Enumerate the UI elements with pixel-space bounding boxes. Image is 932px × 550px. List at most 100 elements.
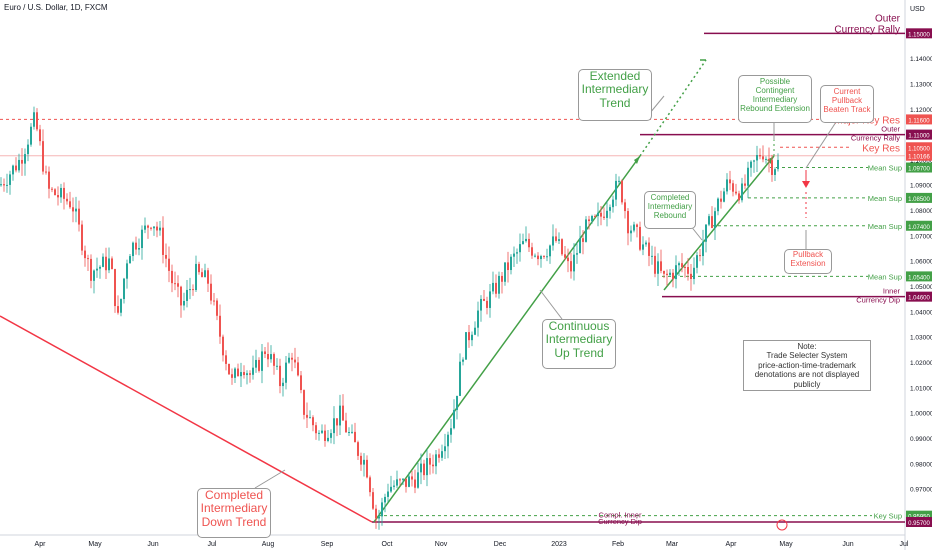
candle-body xyxy=(594,215,596,217)
candle-body xyxy=(414,479,416,488)
candle-body xyxy=(681,263,683,268)
candle-body xyxy=(378,516,380,519)
price-badge-text: 1.10500 xyxy=(908,146,930,152)
candle-body xyxy=(774,169,776,175)
callout-line: Intermediary xyxy=(200,501,268,516)
y-tick-label: 1.12000 xyxy=(910,107,932,114)
candle-body xyxy=(48,171,50,189)
candle-body xyxy=(129,256,131,264)
candle-body xyxy=(297,362,299,376)
y-tick-label: 1.01000 xyxy=(910,385,932,392)
candle-body xyxy=(180,286,182,306)
x-tick-label: Jul xyxy=(208,541,217,548)
level-lines xyxy=(0,32,905,523)
x-tick-label: Mar xyxy=(666,541,679,548)
x-tick-label: Jul xyxy=(900,541,909,548)
candle-body xyxy=(189,289,191,291)
price-badge xyxy=(906,129,932,140)
trade-selecter-note: Note: Trade Selecter System price-action… xyxy=(743,340,871,392)
x-tick-label: Apr xyxy=(726,541,738,548)
candle-body xyxy=(657,261,659,274)
candle-body xyxy=(609,207,611,211)
candle-body xyxy=(348,432,350,434)
candle-body xyxy=(639,226,641,250)
candle-body xyxy=(168,258,170,271)
candle-body xyxy=(456,395,458,410)
candle-body xyxy=(57,195,59,198)
candle-body xyxy=(501,275,503,282)
candle-body xyxy=(240,372,242,377)
candle-body xyxy=(45,171,47,173)
candle-body xyxy=(603,216,605,218)
price-badge xyxy=(906,510,932,521)
candle-body xyxy=(738,193,740,201)
candle-body xyxy=(759,155,761,157)
candle-body xyxy=(375,508,377,519)
candle-body xyxy=(615,180,617,200)
callout-line: Intermediary xyxy=(545,332,613,347)
candle-body xyxy=(78,208,80,225)
callout-line: Trend xyxy=(599,95,631,110)
candle-body xyxy=(633,224,635,231)
candle-body xyxy=(255,359,257,368)
candle-body xyxy=(570,261,572,272)
candle-body xyxy=(159,227,161,231)
callout-line: Completed xyxy=(650,193,690,202)
candle-body xyxy=(198,263,200,273)
price-badge-text: 1.11000 xyxy=(908,134,930,140)
candle-body xyxy=(420,463,422,473)
candle-body xyxy=(612,199,614,208)
inner-dip-label: Currency Dip xyxy=(856,296,900,305)
candle-body xyxy=(105,256,107,271)
candle-body xyxy=(216,300,218,316)
candle-body xyxy=(702,241,704,257)
candle-body xyxy=(537,255,539,260)
candle-body xyxy=(111,258,113,270)
x-tick-label: 2023 xyxy=(551,541,567,548)
candle-body xyxy=(285,362,287,383)
down-trend-line xyxy=(0,315,373,523)
candle-body xyxy=(402,478,404,480)
candle-body xyxy=(357,442,359,456)
candle-body xyxy=(522,241,524,245)
mean-sup-label: Mean Sup xyxy=(868,164,902,173)
price-badge xyxy=(906,220,932,231)
candle-body xyxy=(330,433,332,438)
x-tick-label: Feb xyxy=(612,541,624,548)
candle-body xyxy=(234,368,236,378)
inner-dip-label: Inner xyxy=(883,287,901,296)
candle-body xyxy=(123,278,125,300)
candle-body xyxy=(765,158,767,160)
candle-body xyxy=(108,258,110,271)
callout-line: Current xyxy=(833,87,861,96)
chart-title: Euro / U.S. Dollar, 1D, FXCM xyxy=(4,3,108,12)
callout-line: Rebound Extension xyxy=(740,103,810,113)
candle-body xyxy=(273,354,275,366)
candle-body xyxy=(684,267,686,269)
candle-body xyxy=(219,315,221,337)
candle-body xyxy=(243,372,245,376)
candle-body xyxy=(474,327,476,335)
price-badge xyxy=(906,142,932,153)
candle-body xyxy=(630,230,632,234)
candle-body xyxy=(429,458,431,465)
candle-body xyxy=(513,253,515,257)
candle-body xyxy=(711,216,713,228)
candle-body xyxy=(516,252,518,254)
candle-body xyxy=(762,156,764,160)
outer-rally-label: Currency Rally xyxy=(834,24,900,35)
candle-body xyxy=(36,112,38,130)
candle-body xyxy=(171,270,173,284)
candle-body xyxy=(675,265,677,280)
candle-body xyxy=(645,242,647,245)
y-tick-label: 1.05000 xyxy=(910,284,932,291)
callout-line: Pullback xyxy=(792,250,824,259)
callout-line: Completed xyxy=(204,488,264,502)
candle-body xyxy=(588,219,590,222)
callout-line: Possible xyxy=(759,77,791,86)
price-badge-text: 0.95700 xyxy=(908,521,930,527)
candle-body xyxy=(543,256,545,258)
candle-body xyxy=(441,451,443,458)
candle-body xyxy=(741,183,743,201)
candle-body xyxy=(165,254,167,259)
